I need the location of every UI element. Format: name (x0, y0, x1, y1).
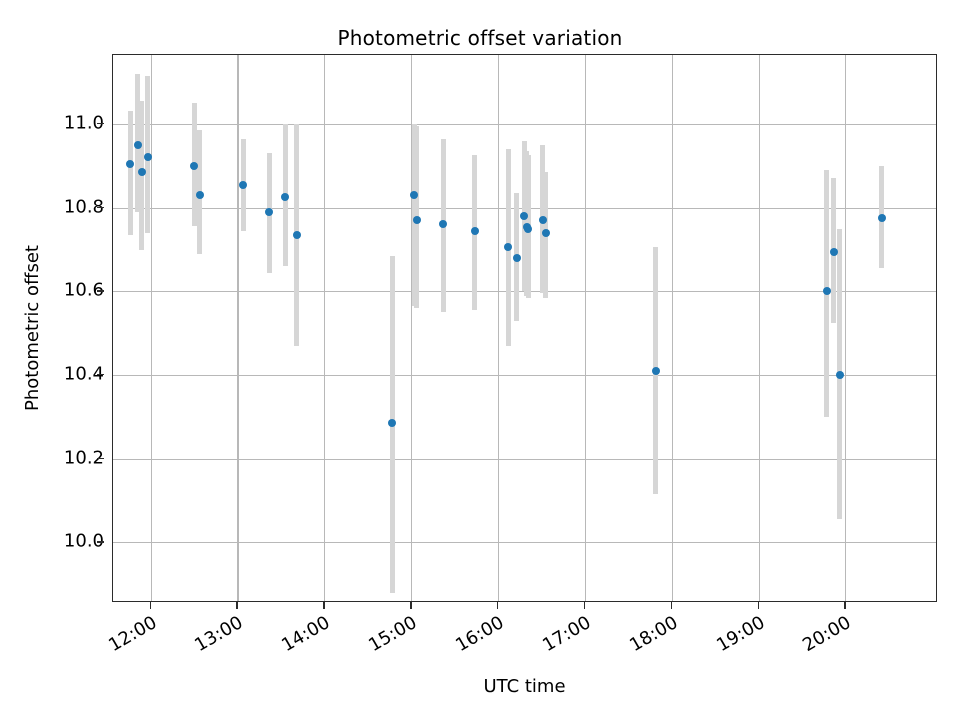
data-point (292, 230, 301, 239)
gridline-y-10.0 (113, 542, 936, 544)
x-tick-label-14:00: 14:00 (278, 612, 334, 657)
gridline-x-16:00 (498, 55, 500, 601)
x-tick-mark (236, 602, 238, 609)
y-tick-mark (97, 457, 104, 460)
x-tick-mark (757, 602, 759, 609)
data-point (195, 191, 204, 200)
x-axis-title: UTC time (483, 676, 566, 697)
data-point (126, 159, 135, 168)
x-tick-mark (583, 602, 586, 609)
data-point (439, 220, 447, 229)
y-tick-label-10.4: 10.4 (63, 363, 104, 385)
x-tick-mark (844, 602, 846, 609)
y-tick-label-10.0: 10.0 (63, 530, 104, 552)
chart-title: Photometric offset variation (337, 26, 623, 50)
data-point (520, 212, 529, 221)
data-point (239, 180, 248, 189)
gridline-x-15:00 (411, 55, 413, 601)
gridline-x-13:00 (237, 55, 239, 601)
plot-area (112, 54, 937, 602)
data-point (137, 168, 146, 177)
x-tick-label-20:00: 20:00 (799, 612, 855, 657)
y-axis-tick-labels: 10.0 10.2 10.4 10.6 10.8 11.0 (0, 54, 104, 602)
data-point (504, 243, 513, 252)
x-tick-label-19:00: 19:00 (712, 612, 769, 657)
data-point (538, 216, 547, 225)
y-tick-mark (97, 541, 104, 543)
y-tick-label-10.6: 10.6 (63, 279, 104, 301)
x-tick-mark (323, 602, 325, 609)
data-point (281, 193, 290, 202)
y-tick-mark (97, 206, 104, 209)
x-tick-label-13:00: 13:00 (191, 612, 247, 657)
data-point (829, 247, 838, 256)
error-bar (127, 111, 133, 235)
data-point (470, 226, 479, 235)
x-tick-label-15:00: 15:00 (365, 612, 421, 657)
error-bar (411, 124, 417, 306)
gridline-x-19:00 (758, 55, 760, 601)
x-tick-label-17:00: 17:00 (538, 612, 595, 657)
x-tick-mark (670, 602, 673, 609)
data-point (133, 140, 142, 149)
x-tick-mark (149, 602, 152, 609)
y-tick-mark (97, 123, 104, 125)
x-tick-label-16:00: 16:00 (452, 612, 508, 657)
data-point (524, 224, 533, 233)
data-point (651, 366, 660, 375)
gridline-y-10.4 (113, 375, 936, 377)
gridline-x-20:00 (845, 55, 847, 601)
data-point (822, 287, 831, 296)
data-point (541, 228, 550, 237)
gridline-y-10.2 (113, 458, 936, 460)
x-tick-mark (410, 602, 412, 609)
gridline-x-18:00 (671, 55, 673, 601)
data-point (265, 207, 274, 216)
x-axis-tick-labels: 12:00 13:00 14:00 15:00 16:00 17:00 18:00 19:00… (105, 602, 937, 712)
data-point (877, 214, 886, 223)
data-point (388, 419, 397, 428)
data-point (512, 253, 521, 262)
x-tick-mark (497, 602, 499, 609)
gridline-x-17:00 (584, 55, 586, 601)
gridline-y-11.0 (113, 124, 936, 126)
data-point (835, 371, 844, 379)
y-tick-label-11.0: 11.0 (63, 112, 104, 134)
y-tick-mark (97, 290, 104, 292)
gridline-x-14:00 (324, 55, 326, 601)
y-tick-label-10.2: 10.2 (63, 447, 104, 469)
data-point (190, 161, 199, 170)
data-point (410, 191, 419, 200)
y-tick-label-10.8: 10.8 (63, 196, 104, 218)
y-tick-mark (97, 374, 104, 376)
gridline-x-12:00 (150, 55, 152, 601)
x-tick-label-18:00: 18:00 (625, 612, 682, 657)
data-point (143, 153, 152, 162)
x-tick-label-12:00: 12:00 (104, 612, 161, 657)
data-point (412, 216, 421, 225)
